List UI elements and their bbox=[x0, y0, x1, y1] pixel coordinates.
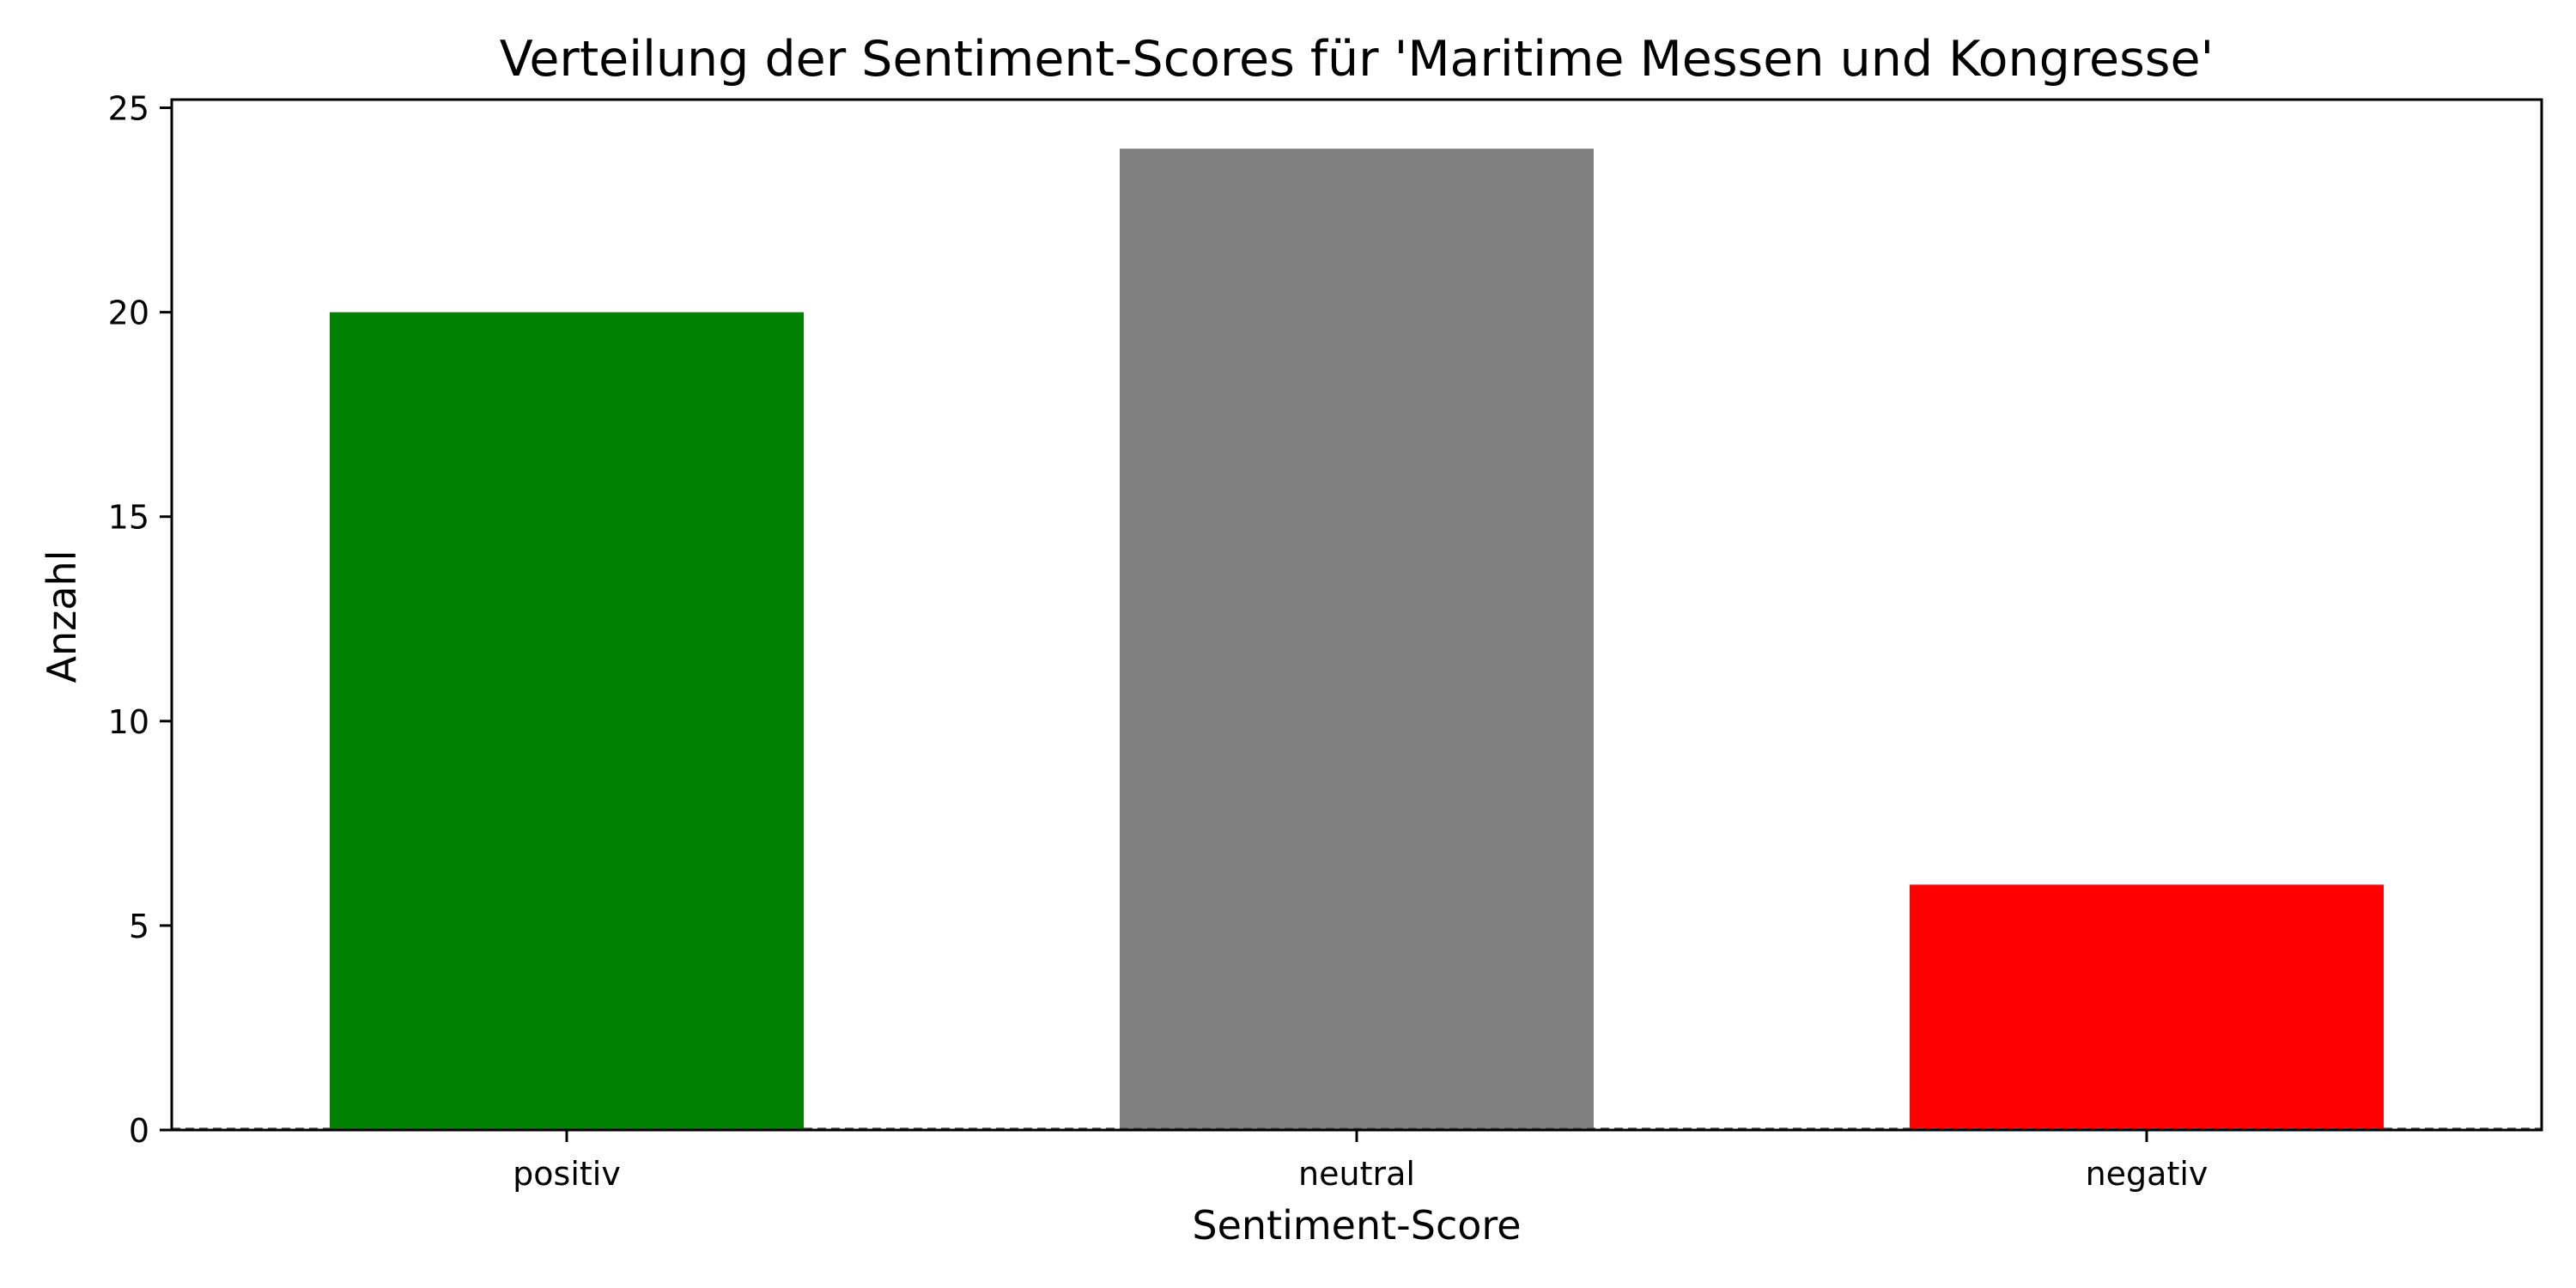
y-tick-label: 10 bbox=[108, 703, 149, 741]
bars-layer bbox=[330, 149, 2384, 1131]
y-tick-label: 15 bbox=[108, 499, 149, 537]
bar-positiv bbox=[330, 312, 804, 1131]
x-axis-label: Sentiment-Score bbox=[1192, 1202, 1521, 1249]
bar-negativ bbox=[1910, 884, 2384, 1130]
y-axis-label: Anzahl bbox=[39, 550, 85, 683]
y-tick-label: 20 bbox=[108, 295, 149, 332]
y-axis-ticks: 0 5 10 15 20 25 bbox=[108, 90, 172, 1150]
bar-neutral bbox=[1120, 149, 1594, 1131]
y-tick-label: 25 bbox=[108, 90, 149, 128]
y-tick-label: 5 bbox=[129, 908, 149, 945]
y-tick-label: 0 bbox=[129, 1112, 149, 1150]
x-tick-label-negativ: negativ bbox=[2086, 1155, 2208, 1193]
x-tick-label-neutral: neutral bbox=[1298, 1155, 1415, 1193]
plot-area-frame bbox=[170, 98, 2543, 1132]
chart-title: Verteilung der Sentiment-Scores für 'Mar… bbox=[500, 31, 2214, 88]
x-axis-ticks: positiv neutral negativ bbox=[513, 1130, 2208, 1193]
x-tick-label-positiv: positiv bbox=[513, 1155, 621, 1193]
